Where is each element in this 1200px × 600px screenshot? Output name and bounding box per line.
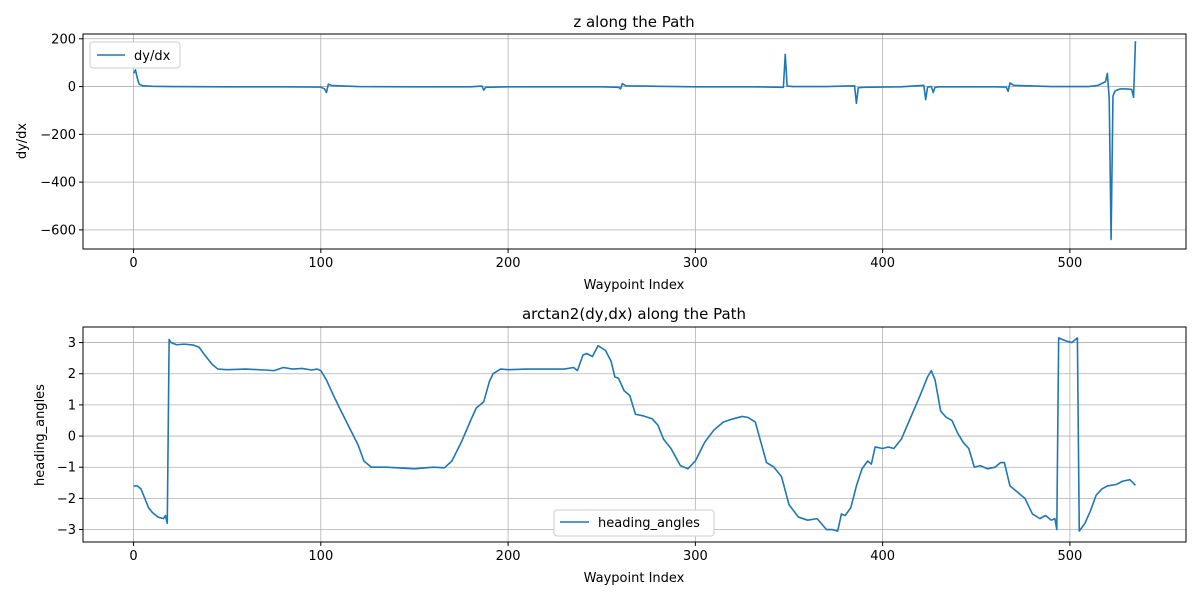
legend: dy/dx bbox=[89, 41, 181, 69]
series-line-heading-angles bbox=[133, 337, 1137, 532]
y-tick-label: −3 bbox=[57, 523, 76, 538]
y-tick-label: −1 bbox=[57, 461, 76, 476]
x-tick-label: 100 bbox=[308, 256, 333, 271]
y-tick-label: 0 bbox=[68, 430, 76, 445]
axis-ticks: 0 100 200 300 400 500 200 0 −200 −400 −600 bbox=[40, 32, 1082, 271]
x-tick-label: 300 bbox=[683, 549, 708, 564]
x-tick-label: 0 bbox=[129, 256, 137, 271]
x-tick-label: 500 bbox=[1057, 256, 1082, 271]
y-tick-label: −200 bbox=[40, 128, 76, 143]
y-tick-label: 1 bbox=[68, 398, 76, 413]
x-tick-label: 0 bbox=[129, 549, 137, 564]
legend: heading_angles bbox=[553, 509, 715, 537]
y-tick-label: 2 bbox=[68, 367, 76, 382]
legend-box bbox=[89, 41, 181, 69]
plot-frame bbox=[82, 33, 1187, 250]
y-axis-label: dy/dx bbox=[15, 123, 30, 160]
x-axis-label: Waypoint Index bbox=[584, 571, 685, 586]
x-tick-label: 200 bbox=[496, 549, 521, 564]
chart-title: arctan2(dy,dx) along the Path bbox=[522, 305, 746, 323]
y-tick-label: −400 bbox=[40, 176, 76, 191]
y-tick-label: 3 bbox=[68, 336, 76, 351]
chart-title: z along the Path bbox=[573, 13, 694, 31]
x-axis-label: Waypoint Index bbox=[584, 278, 685, 293]
legend-label: dy/dx bbox=[134, 49, 171, 64]
chart-dydx: z along the Path 0 100 200 300 400 500 200 0 −20… bbox=[15, 13, 1187, 293]
series-line-dydx bbox=[132, 41, 1137, 241]
x-tick-label: 100 bbox=[308, 549, 333, 564]
x-tick-label: 300 bbox=[683, 256, 708, 271]
chart-heading-angles: arctan2(dy,dx) along the Path 0 100 200 300… bbox=[33, 305, 1187, 586]
plot-frame bbox=[82, 326, 1187, 543]
y-tick-label: 200 bbox=[51, 32, 76, 47]
y-tick-label: −600 bbox=[40, 223, 76, 238]
legend-box bbox=[553, 509, 715, 537]
x-tick-label: 400 bbox=[870, 549, 895, 564]
y-tick-label: 0 bbox=[68, 80, 76, 95]
legend-label: heading_angles bbox=[598, 516, 700, 531]
x-tick-label: 500 bbox=[1057, 549, 1082, 564]
grid-lines bbox=[83, 327, 1186, 542]
y-axis-label: heading_angles bbox=[33, 384, 48, 486]
x-tick-label: 200 bbox=[496, 256, 521, 271]
y-tick-label: −2 bbox=[57, 492, 76, 507]
axis-ticks: 0 100 200 300 400 500 3 2 1 0 −1 −2 −3 bbox=[57, 336, 1082, 564]
x-tick-label: 400 bbox=[870, 256, 895, 271]
